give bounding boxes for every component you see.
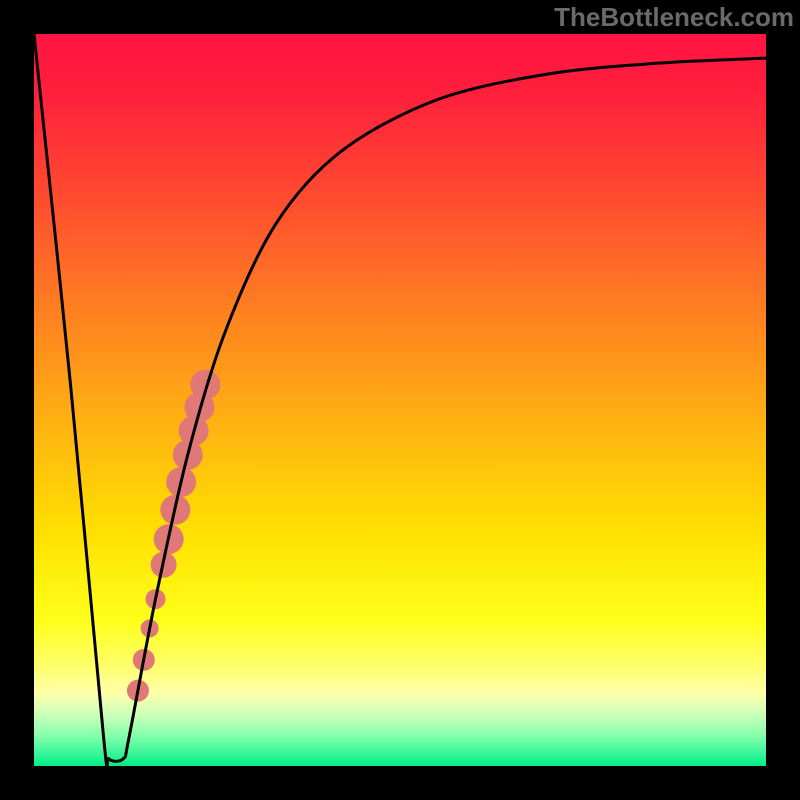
watermark-text: TheBottleneck.com — [554, 2, 794, 33]
chart-container: TheBottleneck.com — [0, 0, 800, 800]
bottleneck-chart — [0, 0, 800, 800]
